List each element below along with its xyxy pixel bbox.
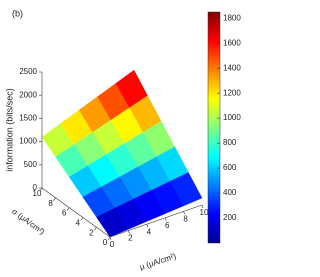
x-tick-label: 0 xyxy=(103,238,108,247)
y-tick-label: 0 xyxy=(110,240,115,249)
x-tick-label: 6 xyxy=(62,209,67,218)
y-tick-label: 10 xyxy=(200,208,209,217)
x-tick xyxy=(66,207,70,211)
z-tick-label: 500 xyxy=(24,160,38,169)
z-tick-label: 1500 xyxy=(19,114,37,123)
y-tick xyxy=(128,230,130,234)
x-tick xyxy=(53,197,56,201)
y-tick-label: 4 xyxy=(147,227,152,236)
colorbar-tick-label: 1000 xyxy=(223,113,241,122)
z-tick-label: 1000 xyxy=(19,137,37,146)
y-tick xyxy=(164,217,167,221)
z-tick-label: 2000 xyxy=(19,90,37,99)
panel-label: (b) xyxy=(12,8,23,18)
x-axis xyxy=(41,187,111,238)
colorbar-tick-label: 400 xyxy=(223,188,237,197)
x-tick-label: 4 xyxy=(76,219,81,228)
y-axis xyxy=(109,204,203,238)
x-tick xyxy=(94,227,97,231)
z-axis-label: information (bits/sec) xyxy=(4,88,14,172)
chart: (b) information (bits/sec) σ (μA/cm²) μ … xyxy=(4,8,241,271)
colorbar xyxy=(207,11,221,244)
z-tick-label: 0 xyxy=(33,183,38,192)
z-tick-label: 2500 xyxy=(19,67,37,76)
x-axis-label: σ (μA/cm²) xyxy=(10,207,46,237)
y-tick-label: 6 xyxy=(165,221,170,230)
x-tick xyxy=(39,187,43,192)
colorbar-tick-label: 1800 xyxy=(223,13,241,22)
y-tick xyxy=(183,211,185,215)
x-tick xyxy=(80,217,84,221)
surface xyxy=(41,69,203,238)
y-tick xyxy=(201,204,204,209)
colorbar-tick-label: 1400 xyxy=(223,63,241,72)
y-axis-label: μ (μA/cm²) xyxy=(139,251,178,271)
y-tick xyxy=(109,236,112,241)
x-tick xyxy=(107,236,111,241)
x-tick-label: 10 xyxy=(33,189,42,198)
x-tick-label: 2 xyxy=(89,228,94,237)
colorbar-tick-label: 800 xyxy=(223,138,237,147)
y-tick-label: 2 xyxy=(128,234,133,243)
colorbar-tick-label: 600 xyxy=(223,163,237,172)
colorbar-tick-label: 200 xyxy=(223,213,237,222)
surface-patch xyxy=(96,207,129,238)
x-tick-label: 8 xyxy=(48,199,53,208)
colorbar-tick-label: 1200 xyxy=(223,88,241,97)
colorbar-tick-label: 1600 xyxy=(223,38,241,47)
y-tick-label: 8 xyxy=(183,215,188,224)
y-tick xyxy=(146,224,149,228)
